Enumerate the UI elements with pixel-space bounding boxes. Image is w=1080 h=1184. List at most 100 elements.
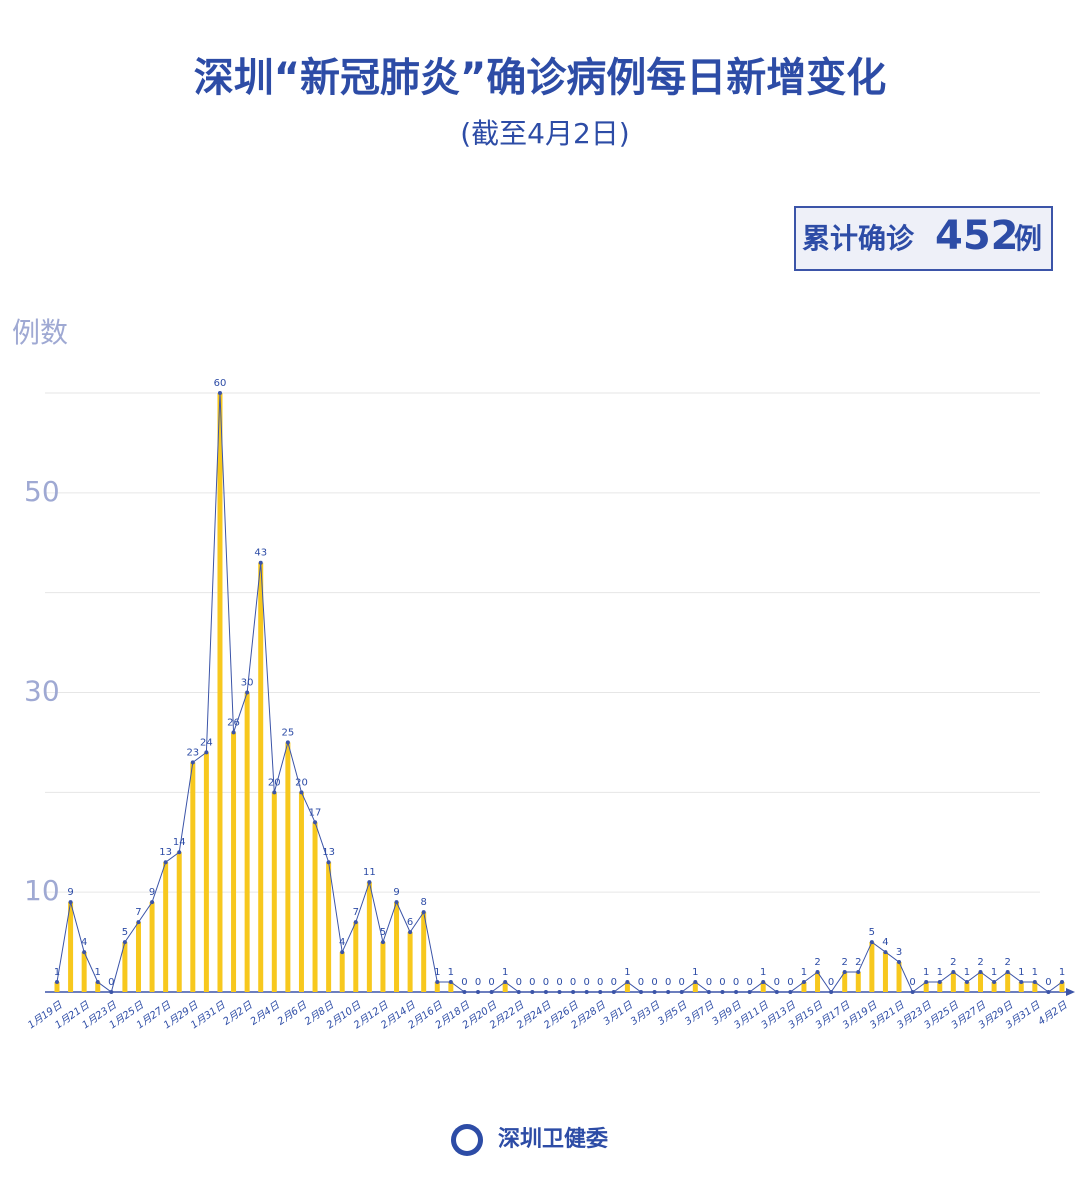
value-label: 0 <box>706 977 712 988</box>
point <box>530 990 535 994</box>
value-label: 26 <box>227 717 240 728</box>
value-label: 20 <box>268 777 281 788</box>
value-label: 9 <box>67 887 73 898</box>
point <box>964 980 969 985</box>
bar <box>54 982 60 992</box>
value-label: 2 <box>855 957 861 968</box>
value-label: 14 <box>173 837 186 848</box>
bar <box>923 982 929 992</box>
point <box>109 990 114 994</box>
point <box>95 980 100 985</box>
total-label: 累计确诊 <box>802 222 915 255</box>
value-label: 1 <box>434 967 440 978</box>
point <box>204 750 209 755</box>
bar <box>81 952 87 992</box>
x-tick-label: 3月5日 <box>656 999 690 1027</box>
point <box>435 980 440 985</box>
value-label: 0 <box>529 977 535 988</box>
point <box>1060 980 1064 985</box>
value-label: 1 <box>95 967 101 978</box>
point <box>136 920 141 925</box>
point <box>788 990 793 994</box>
bar <box>258 562 264 992</box>
value-label: 3 <box>896 947 902 958</box>
point <box>217 391 222 395</box>
point <box>462 990 467 994</box>
point <box>611 990 616 994</box>
value-label: 1 <box>991 967 997 978</box>
bar <box>217 393 223 992</box>
value-label: 0 <box>570 977 576 988</box>
value-label: 0 <box>543 977 549 988</box>
x-tick-label: 2月6日 <box>276 999 310 1027</box>
x-tick-label: 3月7日 <box>683 999 717 1027</box>
bar <box>339 952 345 992</box>
value-label: 30 <box>241 678 254 689</box>
point <box>978 970 983 975</box>
value-label: 0 <box>461 977 467 988</box>
bar <box>760 982 766 992</box>
point <box>340 950 345 955</box>
bar <box>135 922 141 992</box>
point <box>245 690 250 695</box>
point <box>367 880 372 885</box>
value-label: 0 <box>108 977 114 988</box>
point <box>801 980 806 985</box>
point <box>190 760 195 765</box>
bar <box>991 982 997 992</box>
bar <box>176 852 182 992</box>
bar <box>869 942 875 992</box>
point <box>992 980 997 985</box>
point <box>326 860 331 865</box>
value-label: 0 <box>665 977 671 988</box>
total-value: 452 <box>935 213 1019 259</box>
value-label: 1 <box>692 967 698 978</box>
point <box>638 990 643 994</box>
bar <box>937 982 943 992</box>
bar <box>448 982 454 992</box>
point <box>625 980 630 985</box>
value-label: 0 <box>828 977 834 988</box>
value-label: 1 <box>1018 967 1024 978</box>
point <box>150 900 155 905</box>
value-label: 20 <box>295 777 308 788</box>
value-label: 13 <box>159 847 172 858</box>
bar <box>692 982 698 992</box>
bar <box>203 752 209 992</box>
value-label: 9 <box>393 887 399 898</box>
point <box>706 990 711 994</box>
point <box>557 990 562 994</box>
point <box>951 970 956 975</box>
x-tick-label: 3月3日 <box>629 999 663 1027</box>
bar <box>815 972 821 992</box>
total-unit: 例 <box>1014 222 1042 255</box>
value-label: 0 <box>488 977 494 988</box>
x-tick-label: 3月1日 <box>602 999 636 1027</box>
value-label: 0 <box>746 977 752 988</box>
value-label: 1 <box>1032 967 1038 978</box>
value-label: 23 <box>186 747 199 758</box>
value-label: 1 <box>448 967 454 978</box>
point <box>720 990 725 994</box>
point <box>408 930 413 935</box>
value-label: 2 <box>842 957 848 968</box>
y-tick-label: 10 <box>24 874 60 907</box>
bar <box>950 972 956 992</box>
value-label: 0 <box>733 977 739 988</box>
bar <box>68 902 74 992</box>
value-label: 0 <box>556 977 562 988</box>
point <box>489 990 494 994</box>
point <box>761 980 766 985</box>
point <box>883 950 888 955</box>
bar <box>855 972 861 992</box>
value-label: 0 <box>719 977 725 988</box>
value-label: 7 <box>135 907 141 918</box>
value-label: 2 <box>1004 957 1010 968</box>
value-label: 11 <box>363 867 376 878</box>
value-label: 1 <box>1059 967 1065 978</box>
value-label: 6 <box>407 917 413 928</box>
point <box>313 820 318 825</box>
bar <box>95 982 101 992</box>
value-label: 1 <box>54 967 60 978</box>
